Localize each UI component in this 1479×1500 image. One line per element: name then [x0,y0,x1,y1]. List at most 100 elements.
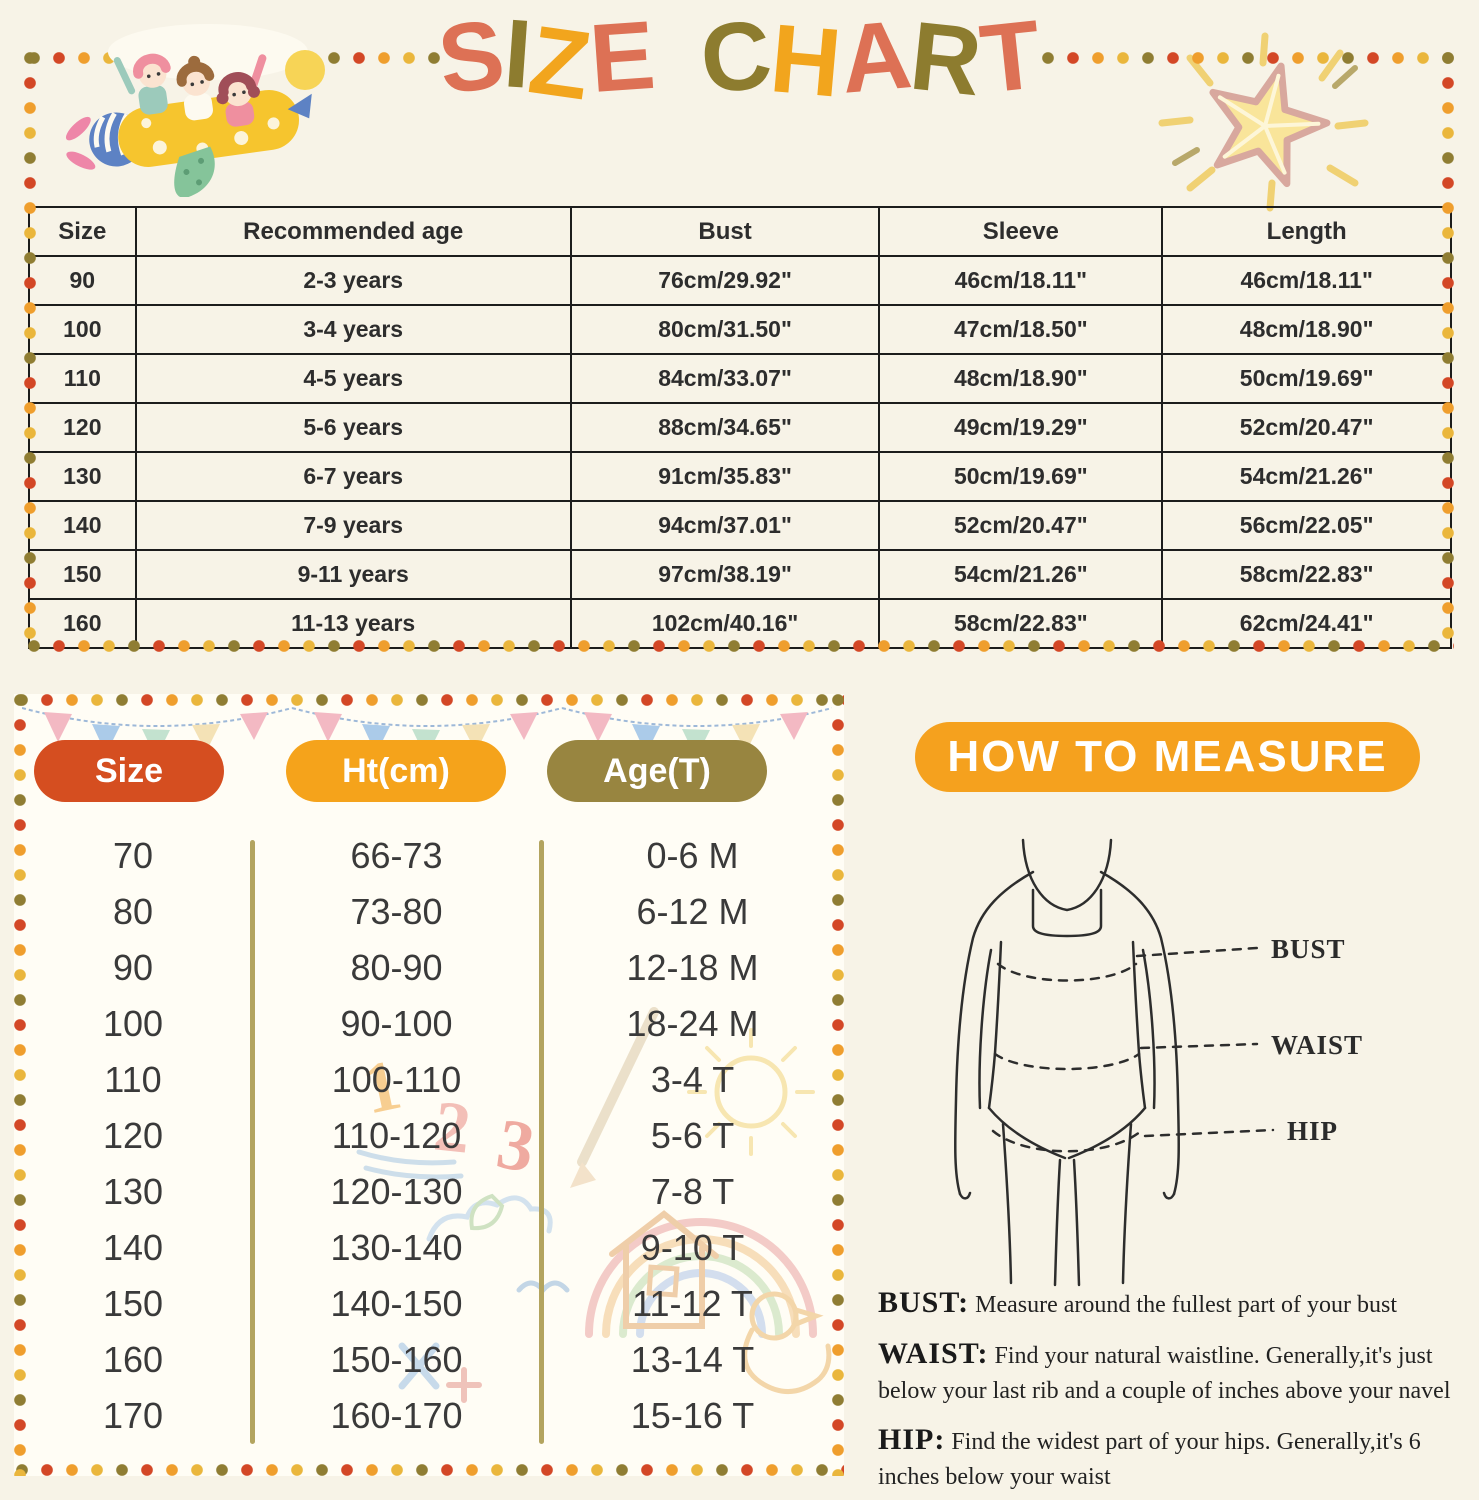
measure-tip: WAIST: Find your natural waistline. Gene… [878,1336,1478,1409]
height-age-row: 100 90-100 18-24 M [14,996,844,1052]
cell-age: 4-5 years [134,353,572,404]
figure-label-hip: HIP [1287,1116,1338,1146]
title-letter: T [975,0,1046,114]
title-letter: A [835,0,916,114]
cell-length: 54cm/21.26" [1161,451,1452,502]
body-outline-figure: BUST WAIST HIP [953,838,1363,1287]
cell-size: 70 [112,835,154,876]
cell-length: 50cm/19.69" [1161,353,1452,404]
cell-bust: 84cm/33.07" [569,353,881,404]
cell-sleeve: 52cm/20.47" [878,500,1164,551]
cell-height-cm: 160-170 [330,1395,463,1436]
cell-age-t: 9-10 T [640,1227,745,1268]
cell-size: 160 [28,598,137,649]
cell-height-cm: 120-130 [330,1171,463,1212]
cell-size: 150 [102,1283,164,1324]
measure-tip-text: Find the widest part of your hips. Gener… [878,1429,1421,1490]
cell-bust: 76cm/29.92" [569,255,881,306]
cell-height-cm: 150-160 [330,1339,463,1380]
cell-bust: 91cm/35.83" [569,451,881,502]
measure-tip-label: WAIST: [878,1337,989,1370]
column-header-length: Length [1161,206,1452,257]
title-letter: C [694,0,777,115]
cell-size: 120 [28,402,137,453]
header-pill-age: Age(T) [547,740,767,802]
cell-size: 90 [112,947,154,988]
svg-text:2: 2 [430,1085,474,1168]
star-burst-icon [1158,32,1369,212]
height-age-row: 150 140-150 11-12 T [14,1276,844,1332]
cell-length: 56cm/22.05" [1161,500,1452,551]
cell-age-t: 6-12 M [636,891,749,932]
table-row: 100 3-4 years 80cm/31.50" 47cm/18.50" 48… [28,304,1452,355]
height-age-row: 160 150-160 13-14 T [14,1332,844,1388]
cell-length: 52cm/20.47" [1161,402,1452,453]
cell-length: 62cm/24.41" [1161,598,1452,649]
table-row: 110 4-5 years 84cm/33.07" 48cm/18.90" 50… [28,353,1452,404]
cell-height-cm: 90-100 [340,1003,453,1044]
measure-tip-text: Find your natural waistline. Generally,i… [878,1343,1451,1404]
cell-length: 46cm/18.11" [1161,255,1452,306]
column-divider [539,840,544,1444]
cell-age-t: 7-8 T [650,1171,735,1212]
cell-size: 110 [28,353,137,404]
cell-age-t: 13-14 T [630,1339,755,1380]
cell-size: 100 [102,1003,164,1044]
height-age-rows: 70 66-73 0-6 M 80 73-80 6-12 M 90 80-90 … [14,828,844,1444]
height-age-row: 70 66-73 0-6 M [14,828,844,884]
cell-bust: 94cm/37.01" [569,500,881,551]
cell-age: 11-13 years [134,598,572,649]
height-age-row: 130 120-130 7-8 T [14,1164,844,1220]
column-divider [250,840,255,1444]
table-row: 130 6-7 years 91cm/35.83" 50cm/19.69" 54… [28,451,1452,502]
cell-age: 5-6 years [134,402,572,453]
cell-age: 3-4 years [134,304,572,355]
measure-tip: BUST: Measure around the fullest part of… [878,1285,1478,1323]
figure-label-waist: WAIST [1271,1030,1363,1060]
cell-age-t: 15-16 T [630,1395,755,1436]
cell-height-cm: 73-80 [350,891,443,932]
doodles-background: 1 2 3 [356,1007,832,1403]
cell-age-t: 11-12 T [632,1283,753,1324]
table-row: 90 2-3 years 76cm/29.92" 46cm/18.11" 46c… [28,255,1452,306]
cell-height-cm: 110-120 [331,1115,462,1156]
cell-length: 48cm/18.90" [1161,304,1452,355]
cell-size: 130 [28,451,137,502]
table-row: 120 5-6 years 88cm/34.65" 49cm/19.29" 52… [28,402,1452,453]
cell-bust: 102cm/40.16" [569,598,881,649]
table-row: 140 7-9 years 94cm/37.01" 52cm/20.47" 56… [28,500,1452,551]
cell-size: 140 [28,500,137,551]
column-header-size: Size [28,206,137,257]
cell-age-t: 5-6 T [650,1115,735,1156]
cell-sleeve: 50cm/19.69" [878,451,1164,502]
column-header-bust: Bust [569,206,881,257]
height-age-row: 80 73-80 6-12 M [14,884,844,940]
table-row: 160 11-13 years 102cm/40.16" 58cm/22.83"… [28,598,1452,649]
cell-sleeve: 54cm/21.26" [878,549,1164,600]
header-pill-size: Size [34,740,224,802]
cell-age-t: 3-4 T [650,1059,735,1100]
height-age-row: 90 80-90 12-18 M [14,940,844,996]
height-age-row: 140 130-140 9-10 T [14,1220,844,1276]
cell-size: 150 [28,549,137,600]
height-age-row: 120 110-120 5-6 T [14,1108,844,1164]
cell-height-cm: 130-140 [330,1227,463,1268]
title-letter: S [432,0,510,115]
cell-size: 160 [102,1339,164,1380]
cell-size: 130 [102,1171,164,1212]
cell-age: 9-11 years [134,549,572,600]
header-pill-height: Ht(cm) [286,740,506,802]
cell-height-cm: 66-73 [350,835,443,876]
cell-age: 2-3 years [134,255,572,306]
title-letter: R [905,0,987,117]
cell-sleeve: 48cm/18.90" [878,353,1164,404]
cell-bust: 80cm/31.50" [569,304,881,355]
cell-size: 120 [102,1115,164,1156]
cell-length: 58cm/22.83" [1161,549,1452,600]
cell-height-cm: 140-150 [330,1283,463,1324]
measure-tip-text: Measure around the fullest part of your … [975,1292,1398,1318]
figure-label-bust: BUST [1271,934,1346,964]
cell-sleeve: 46cm/18.11" [878,255,1164,306]
measure-instructions: BUST: Measure around the fullest part of… [878,1285,1478,1500]
